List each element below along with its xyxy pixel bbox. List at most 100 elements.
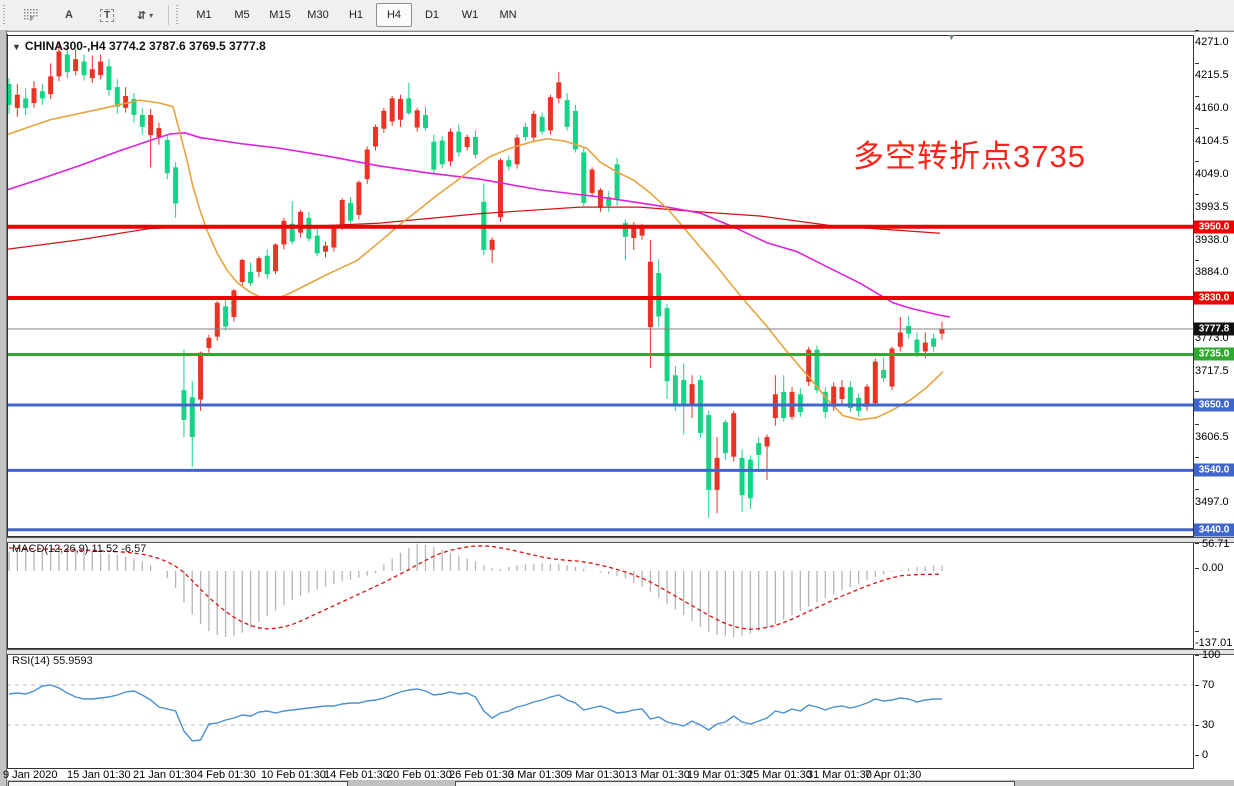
- candle: [331, 226, 337, 248]
- time-label: 21 Jan 01:30: [133, 769, 197, 781]
- candle: [39, 91, 45, 99]
- candle: [764, 437, 770, 447]
- timeframe-button-m1[interactable]: M1: [196, 9, 212, 21]
- background-window-edge[interactable]: [8, 781, 348, 786]
- candle: [472, 136, 478, 155]
- candle: [256, 258, 262, 272]
- timeframe-button-h4[interactable]: H4: [376, 3, 412, 27]
- time-label: 25 Mar 01:30: [747, 769, 812, 781]
- candle: [647, 261, 653, 328]
- candle: [381, 110, 387, 129]
- timeframe-button-m15[interactable]: M15: [269, 9, 291, 21]
- timeframe-button-h1[interactable]: H1: [348, 9, 364, 21]
- ma-mid-magenta: [6, 132, 951, 318]
- price-badge-3830.0: 3830.0: [1194, 291, 1234, 305]
- text-a-icon[interactable]: A: [65, 9, 73, 21]
- candle: [214, 302, 220, 337]
- chart-shift-marker-icon[interactable]: ▼: [947, 32, 956, 42]
- candle: [389, 98, 395, 122]
- candle: [131, 98, 137, 115]
- price-tick: 4049.0: [1195, 156, 1234, 180]
- price-badge-3440.0: 3440.0: [1194, 523, 1234, 537]
- pane-splitter[interactable]: [7, 537, 1234, 543]
- macd-tick: 0.00: [1195, 562, 1223, 574]
- rsi-tick: 0: [1195, 749, 1208, 761]
- candle: [639, 226, 645, 236]
- tick-grid-icon[interactable]: F: [13, 3, 49, 27]
- candle: [98, 61, 104, 76]
- candle: [298, 211, 304, 233]
- time-label: 4 Feb 01:30: [197, 769, 256, 781]
- macd-tick: 56.71: [1195, 538, 1230, 550]
- candle: [6, 84, 12, 105]
- macd-indicator-label: MACD(12,26,9) 11.52 -6.57: [12, 543, 147, 555]
- candle: [239, 259, 245, 282]
- time-label: 7 Apr 01:30: [865, 769, 922, 781]
- arrows-glyph: ⇵: [136, 9, 147, 22]
- price-tick: 3497.0: [1195, 484, 1234, 508]
- candle: [814, 349, 820, 391]
- rsi-pane-bottom-border: [7, 768, 1194, 769]
- time-label: 14 Feb 01:30: [324, 769, 389, 781]
- candle: [431, 141, 437, 170]
- candle: [822, 391, 828, 413]
- text-box-icon[interactable]: T: [89, 3, 125, 27]
- main-chart-plot[interactable]: [6, 35, 1193, 536]
- chart-annotation-text: 多空转折点3735: [853, 139, 1086, 174]
- candle: [672, 375, 678, 404]
- candle: [273, 244, 279, 272]
- time-label: 20 Feb 01:30: [387, 769, 452, 781]
- candle: [689, 384, 695, 405]
- candle: [539, 116, 545, 132]
- rsi-plot[interactable]: [7, 652, 1193, 768]
- price-tick: 4160.0: [1195, 90, 1234, 114]
- candle: [56, 51, 62, 77]
- candle: [931, 338, 937, 347]
- time-label: 3 Mar 01:30: [508, 769, 567, 781]
- time-label: 31 Mar 01:30: [807, 769, 872, 781]
- timeframe-button-w1[interactable]: W1: [461, 9, 479, 21]
- candle: [206, 337, 212, 348]
- timeframe-button-mn[interactable]: MN: [499, 9, 517, 21]
- candle: [572, 110, 578, 150]
- candle: [606, 196, 612, 206]
- candle: [198, 352, 204, 400]
- candle: [622, 223, 628, 237]
- candle: [897, 332, 903, 347]
- candle: [148, 114, 154, 136]
- time-label: 15 Jan 01:30: [67, 769, 131, 781]
- toolbar-separator: [168, 5, 169, 25]
- candle: [581, 152, 587, 203]
- candle: [447, 131, 453, 162]
- timeframe-button-d1[interactable]: D1: [424, 9, 440, 21]
- price-badge-3540.0: 3540.0: [1194, 463, 1234, 477]
- toolbar-grip[interactable]: [3, 5, 8, 25]
- timeframe-button-m30[interactable]: M30: [307, 9, 329, 21]
- candle: [872, 361, 878, 404]
- cursor-styles-icon[interactable]: ⇵ ▾: [127, 3, 163, 27]
- candle: [406, 98, 412, 114]
- toolbar: F A T ⇵ ▾ M1 M5 M15 M30 H1 H4 D1 W1 MN: [0, 0, 1234, 31]
- background-window-edge[interactable]: [455, 781, 1015, 786]
- candle: [664, 308, 670, 382]
- candle: [456, 131, 462, 153]
- candle: [64, 54, 70, 73]
- candle: [398, 98, 404, 120]
- candlesticks: [6, 41, 945, 518]
- timeframe-button-m5[interactable]: M5: [234, 9, 250, 21]
- price-badge-3950.0: 3950.0: [1194, 220, 1234, 234]
- price-tick: 4104.5: [1195, 123, 1234, 147]
- chart-top-border: [7, 35, 1194, 36]
- symbol-dropdown-icon[interactable]: ▼: [12, 42, 21, 52]
- time-label: 19 Mar 01:30: [687, 769, 752, 781]
- toolbar-grip[interactable]: [176, 5, 181, 25]
- ma-fast-orange: [6, 99, 944, 421]
- candle: [248, 271, 254, 284]
- candle: [514, 137, 520, 165]
- candle: [373, 126, 379, 147]
- pane-splitter[interactable]: [7, 649, 1234, 655]
- rsi-tick: 100: [1195, 649, 1220, 661]
- macd-plot[interactable]: [7, 540, 1193, 648]
- price-badge-3650.0: 3650.0: [1194, 398, 1234, 412]
- candle: [423, 114, 428, 129]
